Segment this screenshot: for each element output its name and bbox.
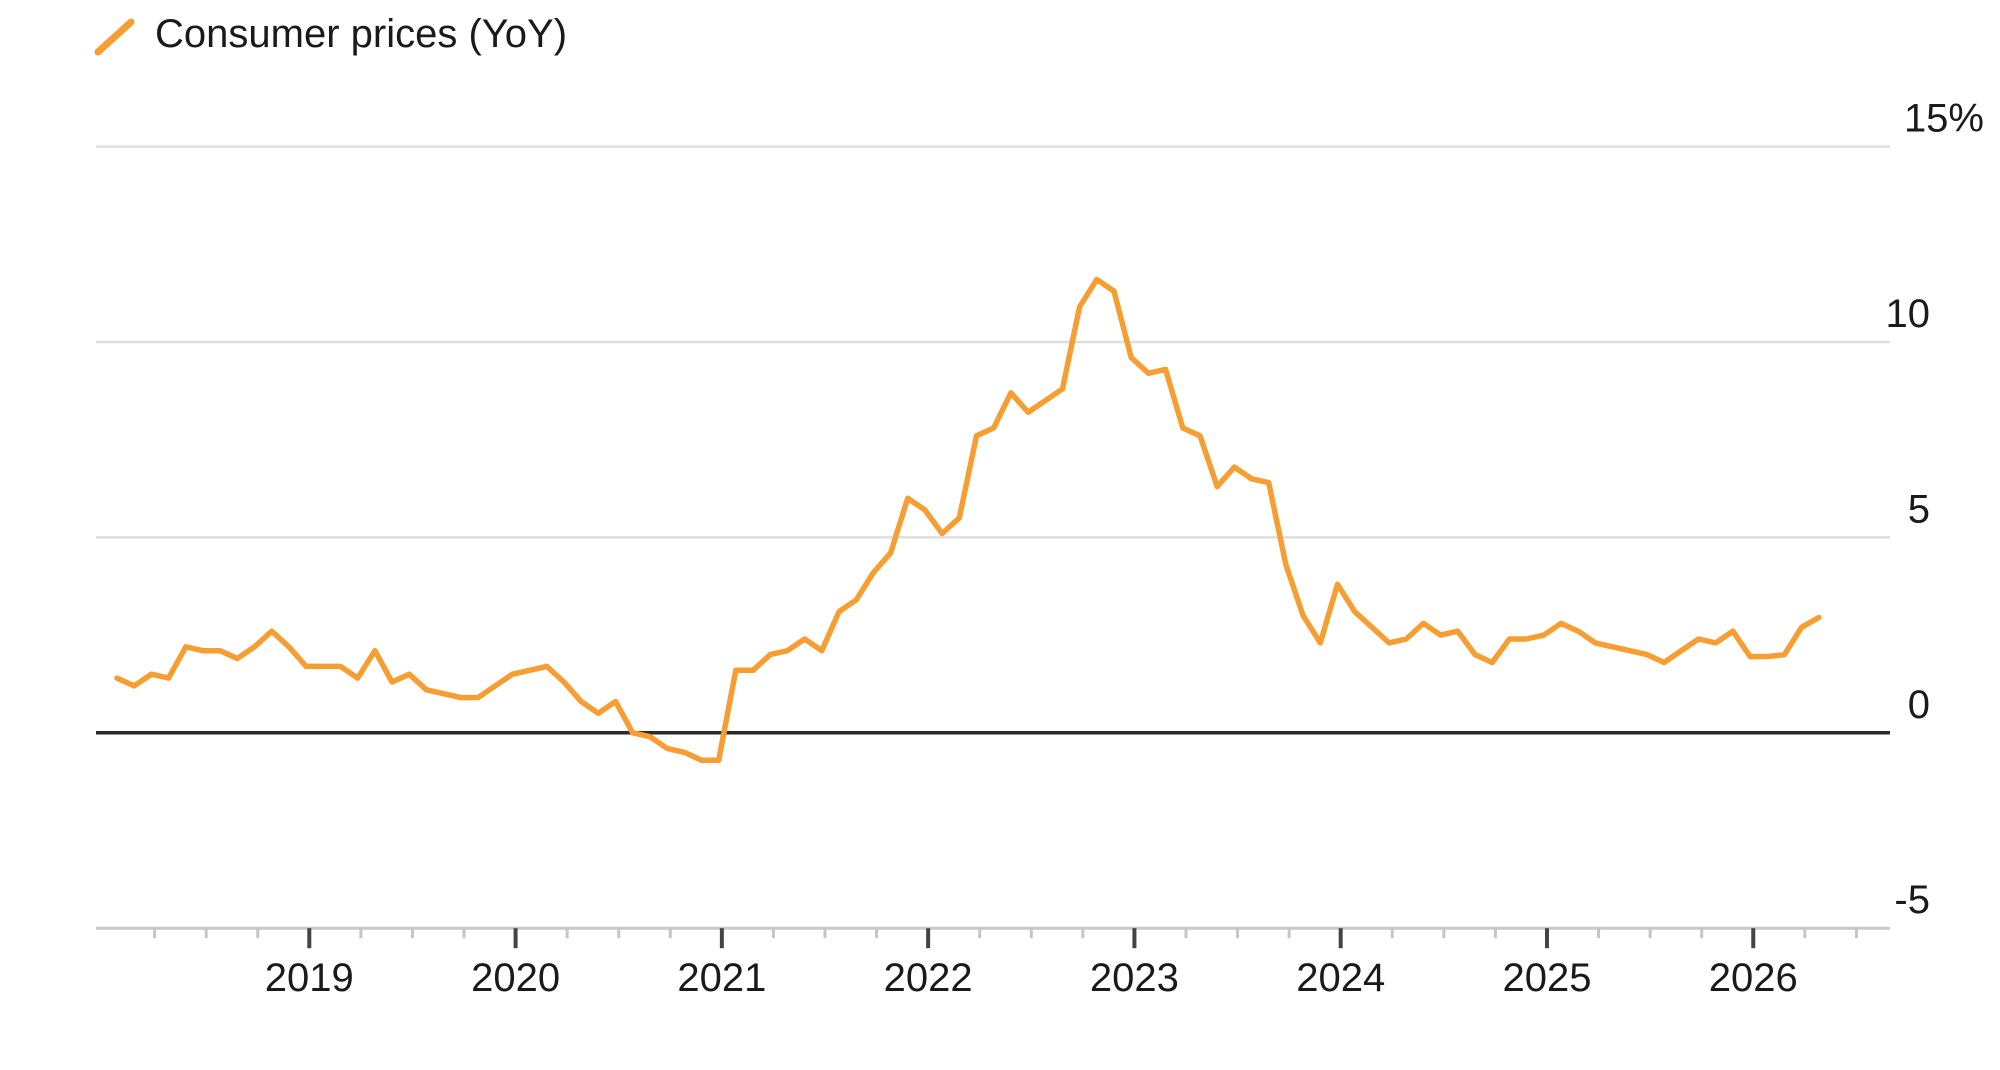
consumer-prices-line [114,276,1822,763]
x-tick-label: 2026 [1709,956,1798,1000]
x-tick-label: 2025 [1502,956,1591,1000]
x-tick-label: 2020 [471,956,560,1000]
x-tick-label: 2023 [1090,956,1179,1000]
x-axis [96,926,1890,949]
x-tick-label: 2021 [677,956,766,1000]
legend-line-swatch-icon [94,18,135,56]
y-tick-label: -5 [1894,878,1930,922]
x-tick-label: 2024 [1296,956,1385,1000]
y-tick-label: 5 [1908,487,1930,531]
x-tick-label: 2019 [265,956,354,1000]
axis-labels: 15% 10 5 0 -5 2019 2020 2021 2022 2023 2024 2025 202… [265,97,1984,1000]
y-tick-label: 10 [1886,292,1931,336]
gridlines [96,145,1890,735]
x-tick-label: 2022 [884,956,973,1000]
legend-label: Consumer prices (YoY) [155,12,567,56]
legend: Consumer prices (YoY) [94,12,567,56]
y-tick-label: 0 [1908,683,1930,727]
y-tick-label: 15% [1904,97,1984,141]
data-series [114,276,1822,763]
